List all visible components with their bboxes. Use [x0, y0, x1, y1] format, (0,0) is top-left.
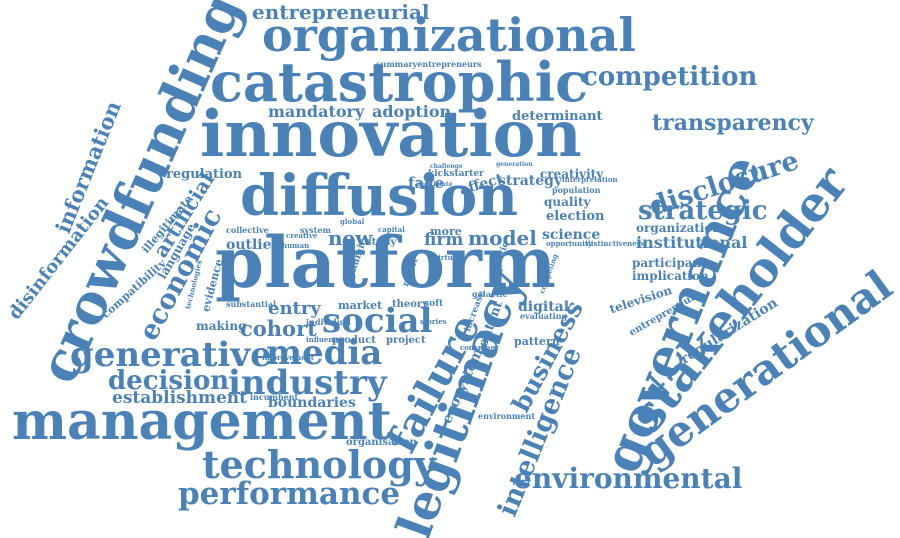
word: platform — [215, 221, 556, 304]
word: decision — [108, 366, 230, 396]
word: challenge — [430, 163, 463, 170]
word: population — [552, 185, 601, 195]
word: boundaries — [268, 395, 356, 411]
word: mandatory — [268, 102, 365, 121]
word: generative — [70, 335, 272, 375]
word: strategy — [498, 173, 563, 189]
word: distinctiveness — [586, 239, 645, 248]
word: evaluating — [520, 311, 568, 321]
word: establishment — [112, 388, 248, 408]
word: capital — [378, 225, 405, 234]
word: outlier — [226, 237, 279, 253]
word: making — [196, 319, 247, 333]
word: improvement — [262, 353, 315, 362]
word: management — [12, 391, 392, 452]
word: soft — [424, 299, 444, 309]
word: organization — [636, 221, 722, 235]
word: individual — [306, 317, 351, 327]
word: global — [340, 217, 365, 226]
word: legitimate — [418, 181, 453, 188]
word: consumer — [460, 343, 499, 352]
word: technology — [202, 442, 436, 487]
word: study — [366, 237, 397, 248]
word: competition — [582, 62, 758, 92]
word: science — [542, 227, 601, 243]
word: cohort — [240, 316, 317, 341]
word: new — [328, 226, 373, 250]
word: pattern — [514, 335, 560, 348]
word: strategic — [638, 196, 768, 226]
word: project — [386, 335, 426, 346]
word: implication — [632, 269, 709, 283]
word: diffusion — [240, 163, 518, 229]
word: performance — [178, 476, 401, 512]
word: product — [332, 335, 376, 346]
word: institutional — [636, 233, 748, 252]
word: environment — [478, 411, 536, 421]
word: media — [266, 333, 383, 373]
word: election — [546, 209, 605, 224]
word: human — [282, 241, 310, 250]
word: market — [338, 299, 383, 312]
word: entry — [268, 298, 321, 319]
word: influence — [306, 335, 343, 344]
word: galactic — [472, 289, 508, 299]
word: organisation — [346, 437, 417, 448]
word: creativity — [540, 167, 604, 181]
word: social — [322, 301, 433, 341]
word: theory — [392, 299, 429, 310]
word: participant — [632, 256, 707, 270]
word: interpretation — [562, 175, 618, 184]
word: model — [468, 226, 537, 250]
word: industry — [228, 363, 387, 403]
word: digital — [518, 299, 570, 315]
word: determinant — [512, 109, 603, 124]
word: adoption — [372, 102, 452, 121]
word: incumbent — [250, 392, 299, 402]
word: entrepreneurial — [252, 0, 430, 24]
word: innovation — [200, 97, 582, 172]
word: substantial — [226, 299, 277, 309]
word: system — [300, 225, 331, 235]
word: collective — [226, 225, 269, 235]
word: more — [430, 225, 462, 238]
word: firm — [424, 230, 464, 250]
word: regulation — [166, 167, 243, 182]
word: environmental — [514, 462, 743, 495]
word: virtual — [434, 253, 460, 262]
word: opportunity — [546, 239, 593, 248]
word: quality — [544, 195, 591, 209]
word: generation — [496, 161, 533, 168]
word: organizational — [262, 8, 636, 62]
word: transparency — [652, 110, 814, 136]
word: catastrophic — [210, 50, 589, 114]
word: summaryentrepreneurs — [376, 59, 482, 69]
word: creative — [286, 231, 318, 240]
word: kickstarter — [428, 169, 484, 179]
word: stories — [420, 317, 447, 326]
word: fake — [408, 174, 445, 192]
